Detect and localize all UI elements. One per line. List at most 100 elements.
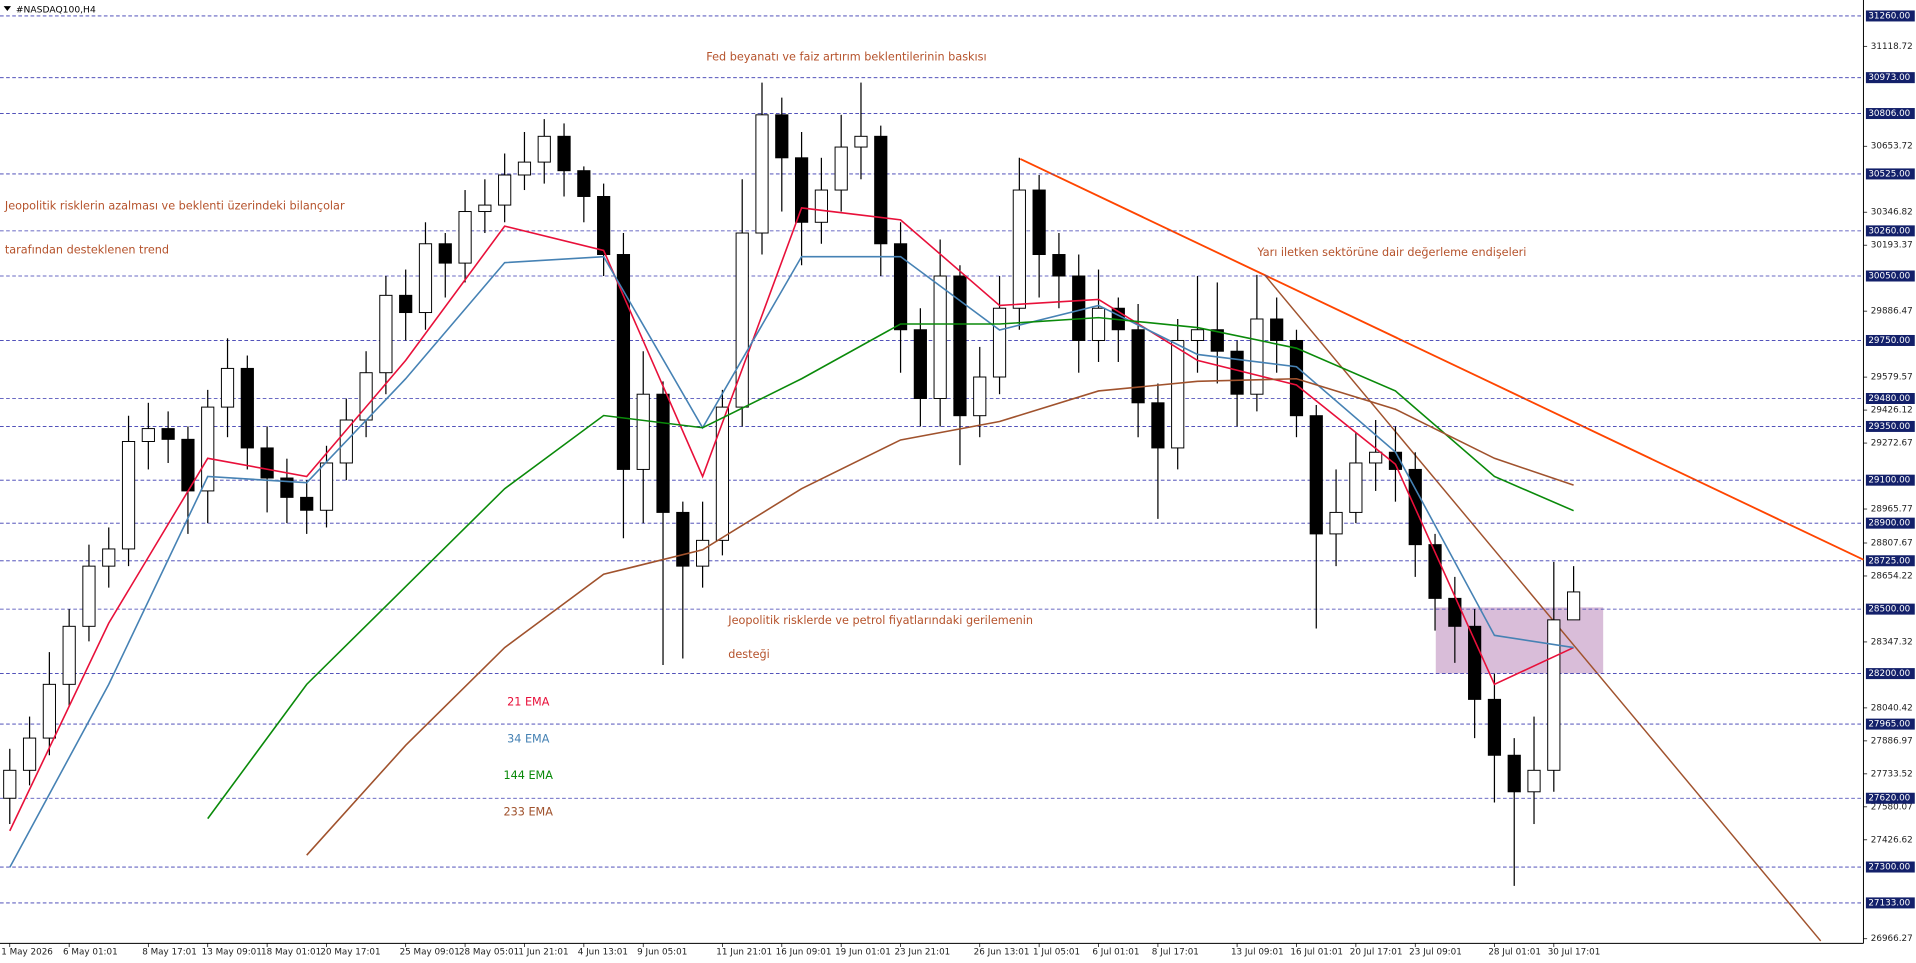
candle-body [379, 294, 393, 374]
level-label: 27133.00 [1868, 898, 1910, 908]
candle-body [953, 275, 967, 417]
candle-body [874, 135, 888, 245]
candle-body [1270, 318, 1284, 341]
candle-body [1131, 329, 1145, 404]
candle-body [1091, 307, 1106, 341]
level-label-box [1865, 72, 1915, 84]
x-tick-label: 1 Jun 21:01 [518, 947, 568, 957]
candle-body [1567, 591, 1581, 621]
candle-body [1448, 597, 1462, 627]
y-tick-label: 30653.72 [1871, 142, 1913, 152]
x-tick-label: 28 Jul 01:01 [1488, 947, 1541, 957]
candle-body [616, 254, 631, 470]
candle-body [1547, 619, 1561, 771]
candle-body [775, 114, 789, 159]
ema-line [9, 255, 1574, 868]
level-label: 28500.00 [1868, 605, 1910, 615]
level-label: 29480.00 [1868, 394, 1910, 404]
candle-body [438, 243, 452, 264]
level-label: 30050.00 [1868, 272, 1910, 282]
annotation: Fed beyanatı ve faiz artırım beklentiler… [706, 50, 986, 63]
level-label-box [1865, 168, 1915, 180]
ema-line [9, 207, 1574, 832]
candle-body [1250, 318, 1264, 395]
x-tick-label: 25 May 09:01 [400, 947, 460, 957]
candle-body [1507, 754, 1521, 793]
candle-body [1309, 415, 1323, 535]
legend-label: 34 EMA [507, 732, 550, 745]
level-label-box [1865, 517, 1915, 529]
level-label: 30973.00 [1868, 73, 1910, 83]
candle-body [1032, 189, 1046, 256]
y-tick-label: 27886.97 [1871, 736, 1913, 746]
candle-body [418, 243, 433, 314]
level-label: 27965.00 [1868, 720, 1910, 730]
level-label: 27620.00 [1868, 794, 1910, 804]
x-tick-label: 26 Jun 13:01 [974, 947, 1030, 957]
level-label-box [1865, 225, 1915, 237]
legend-label: 233 EMA [503, 806, 553, 819]
candle-body [42, 683, 56, 739]
y-tick-label: 29426.12 [1871, 406, 1913, 416]
level-label-box [1865, 270, 1915, 282]
level-label-box [1865, 603, 1915, 615]
candle-body [280, 477, 294, 498]
y-tick-label: 28654.22 [1871, 571, 1913, 581]
x-tick-label: 19 Jun 01:01 [835, 947, 891, 957]
candle-body [814, 189, 828, 223]
x-tick-label: 13 Jul 09:01 [1231, 947, 1284, 957]
y-tick-label: 30346.82 [1871, 208, 1913, 218]
level-label: 27300.00 [1868, 863, 1910, 873]
y-tick-label: 29886.47 [1871, 307, 1913, 317]
annotation: tarafından desteklenen trend [5, 244, 169, 257]
candle-body [300, 496, 314, 511]
level-label: 29100.00 [1868, 476, 1910, 486]
candle-body [1210, 329, 1224, 352]
trend-line [1019, 158, 1864, 561]
candle-body [1072, 275, 1086, 341]
candle-body [1151, 402, 1165, 449]
level-label: 28725.00 [1868, 556, 1910, 566]
x-tick-label: 9 Jun 05:01 [637, 947, 687, 957]
candle-body [319, 462, 334, 511]
candle-body [676, 511, 690, 567]
level-label: 28200.00 [1868, 669, 1910, 679]
candle-body [755, 114, 769, 234]
level-label: 28900.00 [1868, 519, 1910, 529]
x-tick-label: 1 Jul 05:01 [1033, 947, 1080, 957]
level-label-box [1865, 861, 1915, 873]
candle-body [1012, 189, 1026, 309]
candle-body [913, 329, 927, 399]
candle-body [3, 769, 17, 799]
level-label: 30806.00 [1868, 109, 1910, 119]
candle-body [517, 161, 532, 176]
y-tick-label: 27426.62 [1871, 835, 1913, 845]
y-tick-label: 28347.32 [1871, 637, 1913, 647]
x-tick-label: 8 May 17:01 [142, 947, 197, 957]
candle-body [1369, 451, 1383, 464]
candle-body [1468, 625, 1482, 700]
x-tick-label: 13 May 09:01 [202, 947, 262, 957]
annotation: Jeopolitik risklerin azalması ve beklent… [4, 200, 345, 213]
x-tick-label: 8 Jul 17:01 [1152, 947, 1199, 957]
chart-title: #NASDAQ100,H4 [16, 4, 96, 15]
candle-body [220, 367, 235, 408]
level-label-box [1865, 668, 1915, 680]
level-label-box [1865, 108, 1915, 120]
trend-line [1264, 274, 1822, 942]
menu-icon [3, 6, 11, 12]
annotation: Yarı iletken sektörüne dair değerleme en… [1256, 246, 1526, 259]
candle-body [973, 376, 987, 417]
candle-body [1527, 769, 1541, 793]
level-label: 29350.00 [1868, 422, 1910, 432]
x-tick-label: 4 Jun 13:01 [578, 947, 628, 957]
y-tick-label: 26966.27 [1871, 934, 1913, 944]
candle-body [1230, 350, 1244, 395]
candle-body [893, 243, 908, 331]
ema-line [207, 316, 1574, 820]
candle-body [1171, 339, 1185, 449]
candle-body [636, 393, 650, 470]
candle-body [537, 135, 551, 163]
candle-body [696, 539, 710, 567]
